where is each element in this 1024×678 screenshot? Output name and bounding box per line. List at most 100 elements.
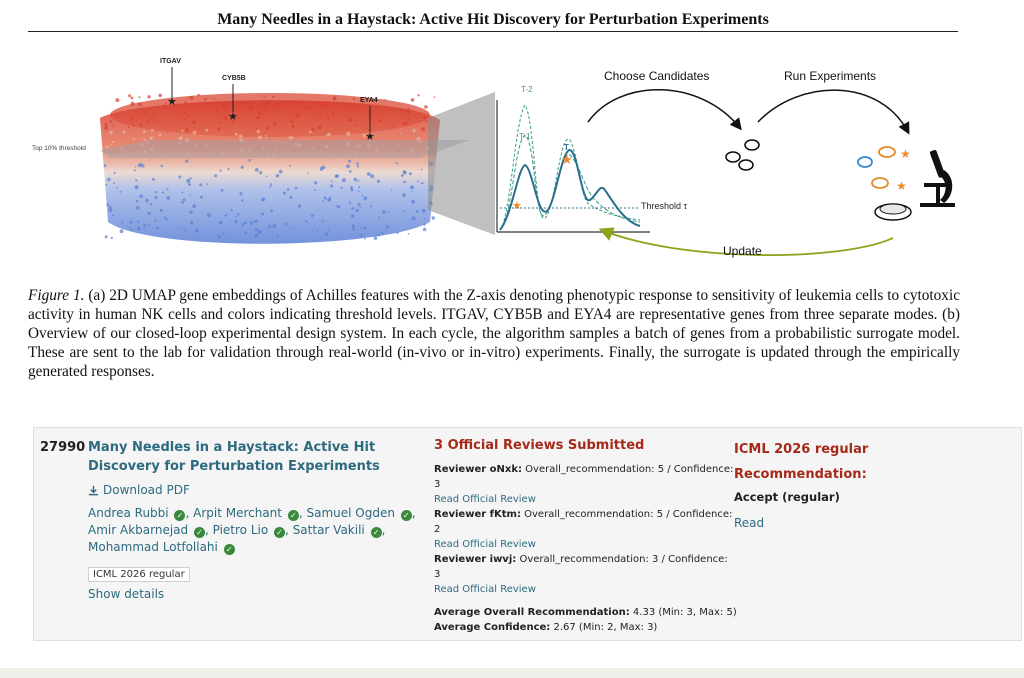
umap-point: [104, 123, 108, 126]
umap-point: [344, 108, 347, 112]
umap-point: [405, 110, 409, 114]
umap-point: [268, 224, 272, 228]
umap-point: [261, 197, 266, 201]
check-circle-icon: ✓: [223, 544, 235, 555]
umap-point: [127, 126, 130, 129]
umap-point: [417, 94, 420, 97]
download-pdf-link[interactable]: Download PDF: [88, 483, 190, 497]
author-link[interactable]: Amir Akbarnejad ✓,: [88, 523, 209, 538]
umap-point: [327, 228, 330, 231]
umap-point: [357, 202, 361, 206]
author-link[interactable]: Pietro Lio ✓,: [212, 523, 289, 538]
umap-point: [104, 154, 108, 157]
submission-title-link[interactable]: Many Needles in a Haystack: Active Hit D…: [88, 440, 380, 474]
umap-point: [186, 178, 191, 183]
umap-point: [275, 173, 280, 178]
umap-point: [166, 196, 171, 200]
umap-point: [421, 182, 424, 185]
umap-point: [144, 149, 148, 154]
umap-point: [148, 223, 151, 226]
umap-point: [186, 115, 189, 118]
reviewer-name: Reviewer iwvj:: [434, 554, 517, 565]
author-link[interactable]: Mohammad Lotfollahi ✓: [88, 540, 235, 555]
reviews-heading: 3 Official Reviews Submitted: [434, 438, 645, 453]
star-icon: ★: [228, 110, 238, 123]
umap-point: [223, 116, 228, 121]
umap-point: [152, 177, 155, 181]
read-review-link[interactable]: Read Official Review: [434, 539, 536, 550]
check-circle-icon: ✓: [274, 527, 286, 538]
author-link[interactable]: Samuel Ogden ✓,: [306, 506, 416, 521]
umap-point: [146, 119, 151, 123]
download-pdf-label: Download PDF: [103, 483, 190, 497]
review-item: Reviewer oNxk: Overall_recommendation: 5…: [434, 462, 734, 507]
umap-point: [321, 220, 324, 223]
umap-point: [341, 178, 346, 183]
umap-point: [252, 107, 255, 109]
show-details-link[interactable]: Show details: [88, 587, 165, 601]
umap-point: [199, 183, 203, 187]
umap-point: [189, 194, 192, 197]
umap-point: [431, 216, 435, 220]
figure-1: Top 10% threshold ITGAV ★ CYB5B ★ EYA4 ★…: [32, 58, 955, 258]
umap-point: [105, 145, 109, 149]
umap-point: [385, 225, 389, 229]
read-review-link[interactable]: Read Official Review: [434, 584, 536, 595]
umap-point: [320, 104, 324, 108]
umap-point: [348, 118, 353, 122]
umap-point: [104, 235, 108, 239]
umap-point: [334, 174, 338, 178]
closed-loop-diagram: Choose Candidates Run Experiments Update…: [587, 69, 955, 258]
umap-point: [119, 190, 122, 193]
umap-point: [126, 154, 129, 157]
umap-point: [234, 216, 237, 218]
umap-point: [420, 168, 423, 171]
umap-point: [130, 101, 135, 106]
umap-point: [147, 211, 151, 215]
umap-point: [370, 205, 373, 208]
umap-point: [433, 96, 436, 98]
umap-point: [402, 121, 407, 126]
umap-point: [294, 186, 298, 190]
umap-point: [314, 181, 318, 185]
umap-point: [332, 97, 336, 101]
decision-read-link[interactable]: Read: [734, 516, 765, 530]
author-link[interactable]: Sattar Vakili ✓,: [292, 523, 386, 538]
umap-point: [149, 118, 151, 120]
umap-point: [219, 169, 222, 172]
star-icon: ★: [167, 95, 177, 108]
umap-point: [137, 220, 140, 223]
author-link[interactable]: Arpit Merchant ✓,: [193, 506, 303, 521]
umap-point: [166, 139, 169, 142]
umap-point: [417, 180, 420, 183]
umap-point: [407, 233, 410, 235]
umap-point: [230, 209, 233, 212]
umap-point: [343, 140, 346, 143]
umap-point: [272, 122, 277, 127]
umap-point: [177, 226, 180, 228]
umap-point: [261, 212, 265, 216]
umap-point: [259, 171, 263, 175]
umap-point: [113, 182, 116, 185]
umap-point: [174, 150, 178, 154]
umap-point: [178, 142, 181, 145]
umap-point: [421, 127, 425, 131]
umap-point: [271, 104, 275, 108]
review-summary: Overall_recommendation: 3 / Confidence: …: [434, 554, 728, 580]
umap-point: [105, 183, 108, 186]
umap-point: [305, 149, 308, 152]
author-link[interactable]: Andrea Rubbi ✓,: [88, 506, 190, 521]
umap-point: [378, 216, 381, 219]
umap-point: [350, 214, 355, 218]
umap-point: [292, 226, 294, 229]
umap-point: [146, 140, 150, 144]
umap-point: [375, 148, 379, 153]
umap-point: [160, 164, 164, 168]
umap-point: [135, 206, 140, 210]
umap-point: [327, 197, 332, 202]
read-review-link[interactable]: Read Official Review: [434, 494, 536, 505]
choose-candidates-label: Choose Candidates: [604, 69, 709, 83]
umap-point: [115, 98, 120, 103]
umap-point: [159, 208, 163, 212]
umap-point: [373, 236, 378, 240]
